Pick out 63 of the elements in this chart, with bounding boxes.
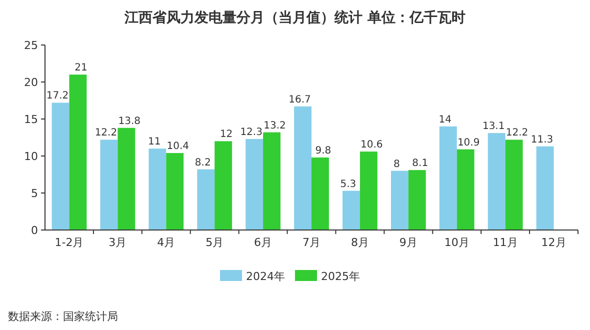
data-label: 10.6 [360,140,383,151]
x-tick-label: 3月 [108,236,127,249]
y-tick-label: 15 [24,113,38,126]
bar [360,152,378,230]
bar [488,133,506,230]
data-label: 17.2 [46,90,69,102]
bar [505,140,523,230]
data-label: 12 [220,129,233,140]
y-tick-label: 25 [24,39,38,52]
y-tick-label: 5 [31,187,38,200]
data-label: 5.3 [340,178,356,190]
data-label: 11 [148,136,161,148]
bar [456,149,474,230]
bar [263,132,280,230]
bar [342,190,360,230]
bar [197,169,215,230]
data-label: 12.3 [240,126,262,138]
data-label: 9.8 [315,145,332,156]
x-tick-label: 11月 [492,236,518,249]
bar [148,148,166,230]
legend-label: 2025年 [321,270,360,283]
bar [166,153,184,230]
bar [214,141,232,230]
data-label: 21 [74,62,88,74]
data-label: 11.3 [530,134,554,146]
x-tick-label: 8月 [350,236,369,249]
bar [52,102,70,230]
bar [69,74,87,230]
data-label: 8.2 [194,157,211,168]
x-tick-label: 4月 [157,236,176,249]
bar [118,128,136,230]
bar [439,126,457,230]
data-label: 10.4 [166,141,189,152]
y-tick-label: 0 [31,224,38,237]
bar [246,138,264,230]
x-tick-label: 6月 [254,236,272,249]
data-label: 8.1 [412,158,428,170]
data-label: 12.2 [506,128,528,139]
data-label: 8 [394,158,400,170]
data-label: 16.7 [288,94,311,106]
x-tick-label: 7月 [302,236,320,249]
data-label: 13.8 [118,116,141,127]
data-label: 13.1 [482,121,505,132]
bar [536,146,554,230]
bar [294,106,312,230]
source-note: 数据来源：国家统计局 [8,310,118,323]
x-tick-label: 5月 [206,236,224,249]
y-tick-label: 10 [24,150,38,163]
data-label: 12.2 [94,128,118,139]
x-tick-label: 9月 [399,236,418,249]
data-label: 10.9 [457,137,480,148]
bar [312,157,329,230]
data-label: 14 [438,114,452,126]
y-tick-label: 20 [24,76,38,89]
chart-title: 江西省风力发电量分月（当月值）统计 单位：亿千瓦时 [124,9,466,26]
bar [390,170,408,230]
x-tick-label: 12月 [541,236,566,249]
bar [408,170,426,230]
x-tick-label: 10月 [444,236,470,249]
x-tick-label: 1-2月 [54,236,84,249]
data-label: 13.2 [264,120,286,132]
legend-label: 2024年 [246,270,285,283]
bar [100,140,118,230]
